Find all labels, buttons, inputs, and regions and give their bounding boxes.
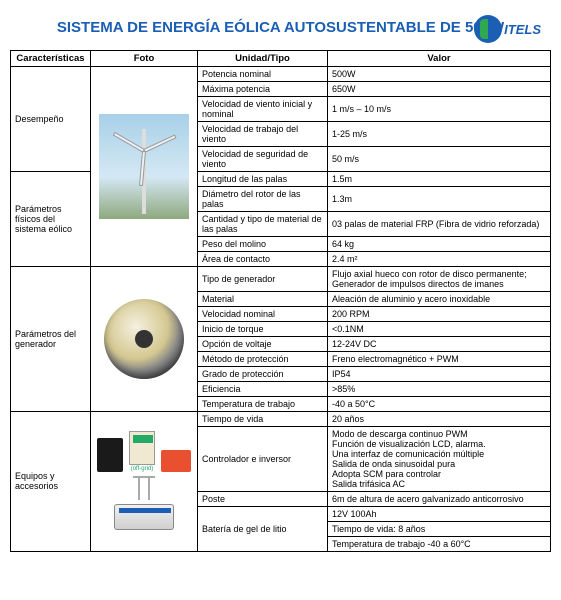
unit: Controlador e inversor — [198, 426, 328, 491]
value: 650W — [328, 81, 551, 96]
spec-table: Características Foto Unidad/Tipo Valor D… — [10, 50, 551, 552]
offgrid-label: (off-grid) — [129, 466, 155, 472]
unit: Longitud de las palas — [198, 171, 328, 186]
unit: Velocidad de seguridad de viento — [198, 146, 328, 171]
value: 200 RPM — [328, 306, 551, 321]
value: 20 años — [328, 411, 551, 426]
unit: Inicio de torque — [198, 321, 328, 336]
unit: Grado de protección — [198, 366, 328, 381]
value: 12-24V DC — [328, 336, 551, 351]
value: Aleación de aluminio y acero inoxidable — [328, 291, 551, 306]
page-title: SISTEMA DE ENERGÍA EÓLICA AUTOSUSTENTABL… — [57, 18, 504, 38]
unit: Peso del molino — [198, 236, 328, 251]
cat-equipos: Equipos y accesorios — [11, 411, 91, 551]
unit: Máxima potencia — [198, 81, 328, 96]
header: SISTEMA DE ENERGÍA EÓLICA AUTOSUSTENTABL… — [10, 10, 551, 50]
unit: Potencia nominal — [198, 66, 328, 81]
value: 1.3m — [328, 186, 551, 211]
battery-icon — [114, 504, 174, 530]
value: 2.4 m² — [328, 251, 551, 266]
unit: Área de contacto — [198, 251, 328, 266]
table-row: Desempeño Potencia nominal 500W — [11, 66, 551, 81]
photo-generator — [91, 266, 198, 411]
value: 12V 100Ah — [328, 506, 551, 521]
unit: Tiempo de vida — [198, 411, 328, 426]
value: 50 m/s — [328, 146, 551, 171]
unit: Velocidad de viento inicial y nominal — [198, 96, 328, 121]
value: Freno electromagnético + PWM — [328, 351, 551, 366]
value: Flujo axial hueco con rotor de disco per… — [328, 266, 551, 291]
photo-equipment: (off-grid) — [91, 411, 198, 551]
value: 64 kg — [328, 236, 551, 251]
logo-text: ITELS — [504, 22, 541, 37]
value: <0.1NM — [328, 321, 551, 336]
col-unidad: Unidad/Tipo — [198, 50, 328, 66]
unit: Método de protección — [198, 351, 328, 366]
unit: Eficiencia — [198, 381, 328, 396]
cat-parametros-generador: Parámetros del generador — [11, 266, 91, 411]
col-caracteristicas: Características — [11, 50, 91, 66]
col-foto: Foto — [91, 50, 198, 66]
value: >85% — [328, 381, 551, 396]
unit: Tipo de generador — [198, 266, 328, 291]
windmill-icon — [99, 114, 189, 219]
table-row: Parámetros del generador Tipo de generad… — [11, 266, 551, 291]
unit: Velocidad de trabajo del viento — [198, 121, 328, 146]
generator-icon — [104, 299, 184, 379]
value: Modo de descarga continuo PWM Función de… — [328, 426, 551, 491]
table-row: Equipos y accesorios (off-grid) Tiempo d… — [11, 411, 551, 426]
cat-desempeno: Desempeño — [11, 66, 91, 171]
logo: ITELS — [474, 15, 541, 43]
unit: Temperatura de trabajo — [198, 396, 328, 411]
logo-icon — [474, 15, 502, 43]
value: 500W — [328, 66, 551, 81]
header-row: Características Foto Unidad/Tipo Valor — [11, 50, 551, 66]
unit: Cantidad y tipo de material de las palas — [198, 211, 328, 236]
value: IP54 — [328, 366, 551, 381]
value: 1 m/s – 10 m/s — [328, 96, 551, 121]
value: 03 palas de material FRP (Fibra de vidri… — [328, 211, 551, 236]
pole-icon — [97, 476, 191, 500]
value: 1-25 m/s — [328, 121, 551, 146]
unit: Diámetro del rotor de las palas — [198, 186, 328, 211]
value: 6m de altura de acero galvanizado antico… — [328, 491, 551, 506]
unit: Poste — [198, 491, 328, 506]
value: -40 a 50°C — [328, 396, 551, 411]
cat-parametros-fisicos: Parámetros físicos del sistema eólico — [11, 171, 91, 266]
unit: Velocidad nominal — [198, 306, 328, 321]
unit: Material — [198, 291, 328, 306]
unit: Opción de voltaje — [198, 336, 328, 351]
value: Tiempo de vida: 8 años — [328, 521, 551, 536]
col-valor: Valor — [328, 50, 551, 66]
value: Temperatura de trabajo -40 a 60°C — [328, 536, 551, 551]
unit: Batería de gel de litio — [198, 506, 328, 551]
equipment-boxes-icon: (off-grid) — [97, 431, 191, 472]
photo-windmill — [91, 66, 198, 266]
value: 1.5m — [328, 171, 551, 186]
